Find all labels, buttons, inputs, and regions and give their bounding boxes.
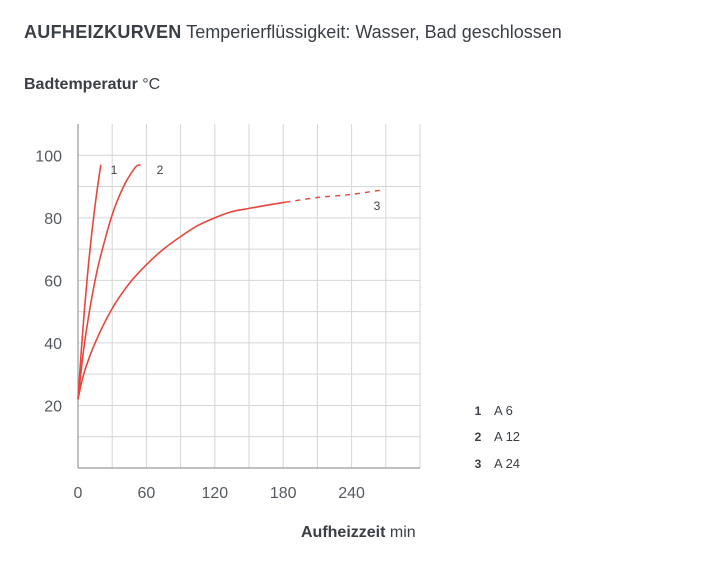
legend-number-1: 1 [475, 404, 482, 418]
x-axis-label: Aufheizzeit min [301, 524, 416, 542]
curve-label-2: 2 [157, 163, 164, 177]
x-tick-label: 120 [201, 485, 228, 502]
curve-label-1: 1 [111, 163, 118, 177]
y-tick-label: 80 [44, 211, 62, 228]
x-tick-label: 0 [74, 485, 83, 502]
curve-3 [77, 201, 286, 400]
x-tick-label: 180 [270, 485, 297, 502]
x-tick-label: 240 [338, 485, 365, 502]
y-axis-label-name: Badtemperatur [24, 76, 138, 93]
y-tick-label: 40 [44, 336, 62, 353]
legend-number-2: 2 [475, 430, 482, 444]
chart-title-subtitle: Temperierflüssigkeit: Wasser, Bad geschl… [186, 22, 562, 42]
legend-text-3: A 24 [494, 456, 520, 471]
series: 1 2 3 [77, 163, 384, 400]
curve-2 [77, 163, 142, 400]
chart-title-bold: AUFHEIZKURVEN [24, 22, 182, 42]
x-tick-label: 60 [138, 485, 156, 502]
chart-title: AUFHEIZKURVEN Temperierflüssigkeit: Wass… [24, 22, 562, 43]
axes [77, 124, 420, 469]
curve-1 [77, 164, 102, 400]
y-axis-label-unit: °C [142, 76, 161, 93]
legend: 1 A 6 2 A 12 3 A 24 [475, 403, 520, 471]
legend-text-2: A 12 [494, 429, 520, 444]
y-tick-label: 20 [44, 398, 62, 415]
legend-number-3: 3 [475, 457, 482, 471]
curve-3-extrapolated [285, 189, 384, 203]
y-tick-label: 60 [44, 273, 62, 290]
y-axis-label: Badtemperatur °C [24, 76, 160, 94]
tick-labels: 20 40 60 80 100 0 60 120 180 240 [35, 148, 365, 502]
y-tick-label: 100 [35, 148, 62, 165]
grid [78, 124, 421, 468]
x-axis-label-unit: min [389, 524, 416, 541]
curve-label-3: 3 [374, 199, 381, 213]
legend-text-1: A 6 [494, 403, 513, 418]
x-axis-label-name: Aufheizzeit [301, 524, 386, 541]
